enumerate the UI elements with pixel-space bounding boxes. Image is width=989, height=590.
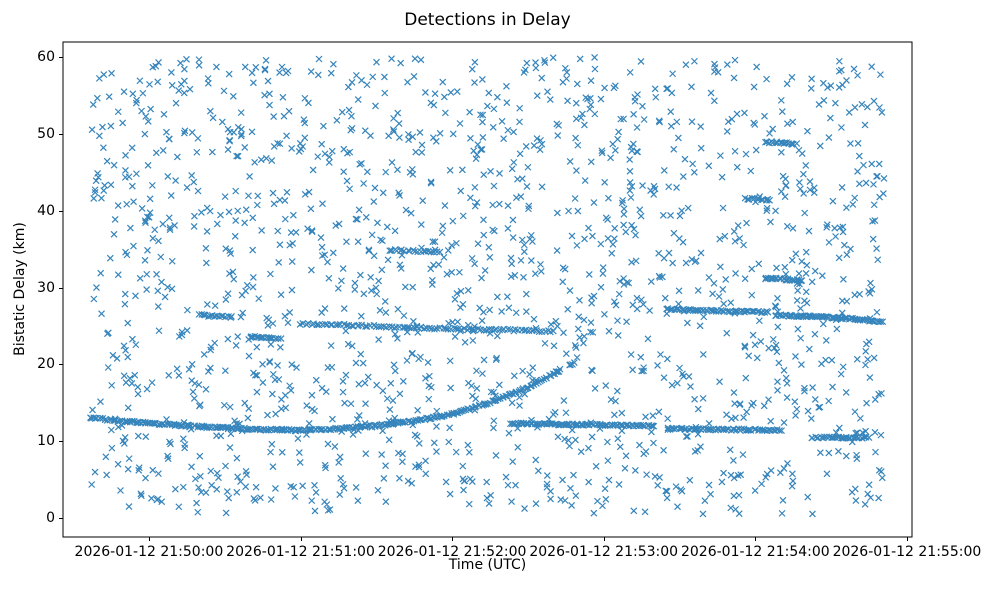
chart-title: Detections in Delay (404, 10, 571, 30)
x-axis-label: Time (UTC) (448, 557, 527, 573)
y-tick-label: 60 (37, 49, 55, 66)
y-tick-label: 50 (37, 126, 55, 143)
x-tick-label: 2026-01-12 21:55:00 (832, 544, 982, 560)
x-tick-label: 2026-01-12 21:54:00 (680, 544, 830, 560)
x-tick-label: 2026-01-12 21:53:00 (529, 544, 679, 560)
x-tick-label: 2026-01-12 21:51:00 (226, 544, 375, 560)
x-tick-label: 2026-01-12 21:50:00 (74, 544, 224, 560)
y-tick-label: 10 (37, 433, 55, 450)
y-tick-label: 40 (37, 202, 55, 219)
y-axis-label: Bistatic Delay (km) (12, 222, 28, 356)
y-tick-label: 0 (46, 509, 55, 526)
y-tick-label: 20 (37, 356, 55, 373)
x-tick-label: 2026-01-12 21:52:00 (377, 544, 527, 560)
y-tick-label: 30 (37, 279, 55, 296)
